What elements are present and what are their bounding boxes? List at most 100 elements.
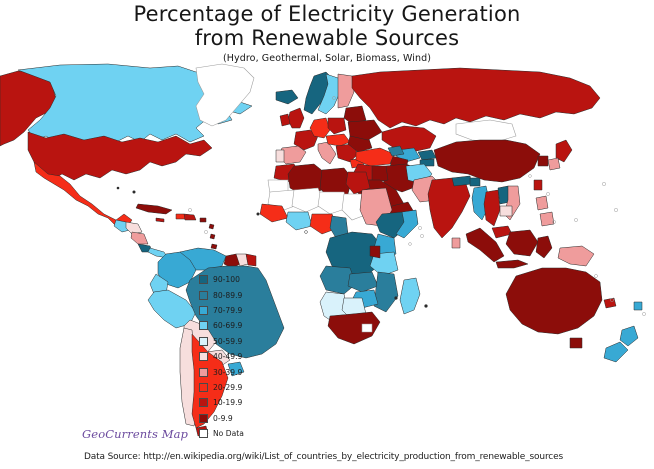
region-panama xyxy=(147,247,169,259)
region-lesotho xyxy=(361,323,373,333)
region-mongolia xyxy=(455,119,517,143)
region-turkey xyxy=(355,147,395,167)
region-fiji xyxy=(633,301,643,311)
region-mozambique xyxy=(373,271,399,313)
island-marker xyxy=(610,298,614,302)
legend-label-90-100: 90-100 xyxy=(213,275,240,285)
legend-swatch-40-49 xyxy=(199,352,208,362)
world-map-canvas xyxy=(0,62,654,447)
island-marker xyxy=(188,208,192,212)
island-marker xyxy=(418,226,422,230)
title-block: Percentage of Electricity Generation fro… xyxy=(0,2,654,65)
legend-label-20-29: 20-29.9 xyxy=(213,382,243,392)
region-venezuela xyxy=(179,247,227,271)
island-marker xyxy=(116,186,120,190)
legend-label-70-79: 70-79.9 xyxy=(213,305,243,315)
region-germany xyxy=(309,117,331,139)
region-dominican-republic xyxy=(183,213,197,221)
region-borneo xyxy=(505,229,539,257)
legend-item: 10-19.9 xyxy=(199,395,285,410)
legend-swatch-30-39 xyxy=(199,367,208,377)
region-poland xyxy=(327,117,347,135)
map-legend: 90-100 80-89.9 70-79.9 60-69.9 50-59.9 4… xyxy=(199,272,285,441)
region-new-zealand-north xyxy=(619,325,639,347)
region-puerto-rico xyxy=(199,217,207,223)
region-finland xyxy=(337,73,355,109)
region-senegal-guinea xyxy=(259,203,289,223)
map-subtitle: (Hydro, Geothermal, Solar, Biomass, Wind… xyxy=(222,53,432,64)
region-cuba xyxy=(135,203,173,215)
legend-label-60-69: 60-69.9 xyxy=(213,321,243,331)
legend-label-50-59: 50-59.9 xyxy=(213,336,243,346)
region-lesser-antilles xyxy=(208,223,215,230)
region-zambia xyxy=(347,271,379,293)
legend-swatch-80-89 xyxy=(199,290,208,300)
island-marker xyxy=(132,190,136,194)
island-marker xyxy=(332,96,336,100)
legend-swatch-90-100 xyxy=(199,275,208,285)
region-niger xyxy=(317,191,349,215)
region-sri-lanka xyxy=(451,237,461,249)
region-trinidad xyxy=(210,243,218,250)
legend-item: 70-79.9 xyxy=(199,303,285,318)
legend-label-40-49: 40-49.9 xyxy=(213,352,243,362)
region-georgia-armenia xyxy=(387,145,405,157)
island-marker xyxy=(420,234,424,238)
legend-label-no-data: No Data xyxy=(213,429,244,439)
island-marker xyxy=(642,312,646,316)
legend-label-30-39: 30-39.9 xyxy=(213,367,243,377)
legend-item: 50-59.9 xyxy=(199,334,285,349)
world-map-svg xyxy=(0,63,646,437)
region-uruguay xyxy=(227,361,245,377)
region-south-korea xyxy=(537,155,549,167)
island-marker xyxy=(394,296,398,300)
legend-item: 40-49.9 xyxy=(199,349,285,364)
island-marker xyxy=(594,274,598,278)
island-marker xyxy=(552,220,556,224)
region-italy xyxy=(317,141,337,165)
region-sumatra xyxy=(465,227,505,263)
region-taiwan xyxy=(533,179,543,191)
island-marker xyxy=(424,304,428,308)
region-austria-hungary xyxy=(325,133,351,147)
region-japan xyxy=(555,139,573,163)
region-russia xyxy=(351,67,601,129)
island-marker xyxy=(408,242,412,246)
map-title-line-2: from Renewable Sources xyxy=(194,26,460,50)
region-french-guiana xyxy=(245,253,257,267)
region-bhutan xyxy=(469,177,481,187)
region-ivory-coast-ghana xyxy=(285,211,313,231)
island-marker xyxy=(528,174,532,178)
region-portugal xyxy=(275,149,285,163)
region-united-kingdom xyxy=(287,107,305,129)
legend-item: 30-39.9 xyxy=(199,364,285,379)
region-new-caledonia xyxy=(603,297,617,309)
island-marker xyxy=(256,212,260,216)
region-greenland xyxy=(195,63,255,127)
region-jamaica xyxy=(155,217,165,223)
legend-swatch-70-79 xyxy=(199,305,208,315)
region-new-zealand-south xyxy=(603,341,629,363)
region-mali xyxy=(291,187,325,213)
island-marker xyxy=(574,218,578,222)
region-philippines-south xyxy=(539,211,555,227)
map-attribution: GeoCurrents Map xyxy=(82,427,188,441)
map-title-line-1: Percentage of Electricity Generation xyxy=(133,2,521,26)
region-somalia xyxy=(395,209,419,239)
region-japan-south xyxy=(547,157,561,171)
region-south-africa xyxy=(327,311,381,345)
legend-item: 80-89.9 xyxy=(199,287,285,302)
legend-item: 0-9.9 xyxy=(199,411,285,426)
region-lesser-antilles-2 xyxy=(209,233,216,240)
region-china xyxy=(433,139,541,183)
region-nicaragua xyxy=(130,231,149,245)
region-india xyxy=(427,177,471,239)
region-thailand xyxy=(483,189,501,227)
region-philippines xyxy=(535,195,549,211)
region-java xyxy=(495,259,529,269)
legend-item: 60-69.9 xyxy=(199,318,285,333)
region-sulawesi xyxy=(535,235,553,259)
region-tasmania xyxy=(569,337,583,349)
region-kyrgyzstan xyxy=(417,149,437,161)
region-ireland xyxy=(279,113,291,127)
